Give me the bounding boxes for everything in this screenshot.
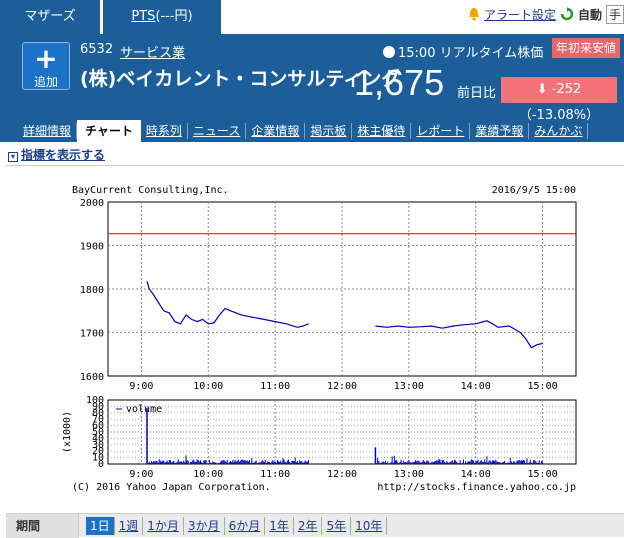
vol-x-tick-label: 14:00 xyxy=(461,469,491,480)
bell-icon xyxy=(468,8,479,21)
price-line-afternoon xyxy=(375,320,543,349)
industry-link[interactable]: サービス業 xyxy=(120,46,186,61)
add-portfolio-button[interactable]: + 追加 xyxy=(22,42,70,90)
nav-details[interactable]: 詳細情報 xyxy=(18,123,78,139)
nav-news[interactable]: ニュース xyxy=(188,123,247,139)
x-tick-label: 10:00 xyxy=(193,381,223,392)
sub-navigation: 詳細情報 チャート 時系列 ニュース 企業情報 掲示板 株主優待 レポート 業績… xyxy=(18,120,589,142)
period-option[interactable]: 6か月 xyxy=(225,517,266,535)
nav-timeseries[interactable]: 時系列 xyxy=(141,123,188,139)
period-label: 期間 xyxy=(6,514,79,538)
period-option[interactable]: 1週 xyxy=(115,517,144,535)
y-tick-label: 1800 xyxy=(80,285,104,296)
top-right-actions: アラート設定 自動 手 xyxy=(468,4,624,24)
clock-icon xyxy=(383,46,395,58)
copyright-text: (C) 2016 Yahoo Japan Corporation. xyxy=(72,482,271,493)
period-bar: 期間 1日 1週 1か月 3か月 6か月 1年 2年 5年 10年 xyxy=(6,513,624,538)
alert-settings-link[interactable]: アラート設定 xyxy=(483,7,556,22)
x-tick-label: 15:00 xyxy=(528,381,558,392)
stock-chart[interactable]: BayCurrent Consulting,Inc. 2016/9/5 15:0… xyxy=(60,180,600,496)
tab-pts[interactable]: PTS(---円) xyxy=(103,0,221,34)
vol-x-tick-label: 9:00 xyxy=(129,469,153,480)
chart-date: 2016/9/5 15:00 xyxy=(492,185,576,196)
chart-title: BayCurrent Consulting,Inc. xyxy=(72,185,229,196)
vol-tick-label: 70 xyxy=(92,414,104,425)
current-price: 1,675 xyxy=(354,62,445,103)
indicator-text: 指標を表示する xyxy=(21,148,106,162)
price-change-badge: ⬇ -252（-13.08%） xyxy=(501,77,617,123)
stock-code: 6532 xyxy=(80,42,114,57)
x-tick-label: 12:00 xyxy=(327,381,357,392)
manual-toggle[interactable]: 手 xyxy=(605,4,624,24)
divider xyxy=(6,165,624,166)
nav-chart[interactable]: チャート xyxy=(77,120,141,142)
vol-x-tick-label: 15:00 xyxy=(528,469,558,480)
period-option[interactable]: 5年 xyxy=(322,517,352,535)
vol-tick-label: 100 xyxy=(86,395,104,406)
realtime-label: 15:00 リアルタイム株価 xyxy=(383,42,543,61)
company-name: (株)ベイカレント・コンサルティング xyxy=(80,68,401,90)
refresh-icon[interactable] xyxy=(560,7,574,21)
vol-x-tick-label: 13:00 xyxy=(394,469,424,480)
vol-x-tick-label: 11:00 xyxy=(260,469,290,480)
vol-x-tick-label: 10:00 xyxy=(193,469,223,480)
x-tick-label: 9:00 xyxy=(129,381,153,392)
nav-benefits[interactable]: 株主優待 xyxy=(352,123,412,139)
nav-board[interactable]: 掲示板 xyxy=(305,123,353,139)
vol-tick-label: 0 xyxy=(98,459,104,470)
y-tick-label: 1700 xyxy=(80,329,104,340)
y-tick-label: 1900 xyxy=(80,242,104,253)
vol-tick-label: 80 xyxy=(92,408,104,419)
vol-tick-label: 50 xyxy=(92,427,104,438)
show-indicators-link[interactable]: ▾ 指標を表示する xyxy=(8,146,105,163)
vol-tick-label: 60 xyxy=(92,421,104,432)
nav-report[interactable]: レポート xyxy=(411,123,471,139)
nav-forecast[interactable]: 業績予報 xyxy=(470,123,530,139)
expand-icon: ▾ xyxy=(8,152,18,162)
realtime-text: 15:00 リアルタイム株価 xyxy=(398,46,544,61)
nav-minkabu[interactable]: みんかぶ xyxy=(529,123,589,139)
vol-x-tick-label: 12:00 xyxy=(327,469,357,480)
price-change-text: -252（-13.08%） xyxy=(518,82,600,123)
vol-tick-label: 10 xyxy=(92,453,104,464)
nav-company[interactable]: 企業情報 xyxy=(246,123,306,139)
stock-header: + 追加 6532 サービス業 (株)ベイカレント・コンサルティング 15:00… xyxy=(0,34,624,142)
vol-tick-label: 90 xyxy=(92,401,104,412)
source-url: http://stocks.finance.yahoo.co.jp xyxy=(377,482,576,493)
period-option[interactable]: 1か月 xyxy=(143,517,184,535)
volume-legend: volume xyxy=(126,404,162,415)
down-arrow-icon: ⬇ xyxy=(536,82,552,97)
period-option[interactable]: 10年 xyxy=(351,517,388,535)
pts-price: (---円) xyxy=(155,9,193,24)
period-option[interactable]: 1日 xyxy=(86,517,115,535)
vol-tick-label: 40 xyxy=(92,433,104,444)
auto-refresh-label[interactable]: 自動 xyxy=(577,7,602,22)
year-low-badge: 年初来安値 xyxy=(552,38,620,58)
vol-tick-label: 30 xyxy=(92,440,104,451)
prev-day-label: 前日比 xyxy=(457,86,497,101)
y-tick-label: 1600 xyxy=(80,372,104,383)
add-label: 追加 xyxy=(33,75,58,89)
volume-unit-label: (x1000) xyxy=(62,411,73,453)
y-tick-label: 2000 xyxy=(80,198,104,209)
price-line-morning xyxy=(146,281,309,328)
x-tick-label: 11:00 xyxy=(260,381,290,392)
tab-market[interactable]: マザーズ xyxy=(0,0,100,34)
top-bar: マザーズ PTS(---円) アラート設定 自動 手 xyxy=(0,0,624,34)
vol-tick-label: 20 xyxy=(92,446,104,457)
period-option[interactable]: 2年 xyxy=(294,517,323,535)
plus-icon: + xyxy=(34,42,58,75)
period-option[interactable]: 3か月 xyxy=(184,517,225,535)
x-tick-label: 13:00 xyxy=(394,381,424,392)
x-tick-label: 14:00 xyxy=(461,381,491,392)
period-options: 1日 1週 1か月 3か月 6か月 1年 2年 5年 10年 xyxy=(86,517,388,535)
pts-label: PTS xyxy=(131,9,156,24)
period-option[interactable]: 1年 xyxy=(265,517,294,535)
